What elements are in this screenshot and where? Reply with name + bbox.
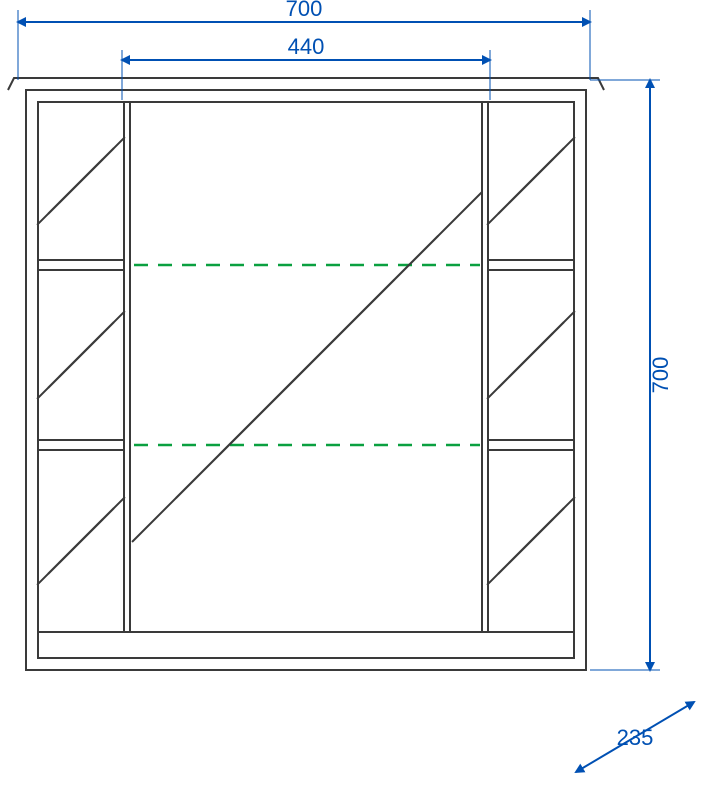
dimension-label: 440: [288, 34, 325, 59]
glass-hatch: [488, 312, 575, 399]
cabinet-inner-frame: [38, 102, 574, 658]
glass-hatch: [488, 138, 575, 225]
glass-hatch: [38, 312, 125, 399]
glass-hatch: [38, 138, 125, 225]
dimension-label: 235: [617, 725, 654, 750]
dimension-label: 700: [648, 357, 673, 394]
top-cornice: [8, 78, 604, 90]
glass-hatch: [488, 498, 575, 585]
cabinet-outer: [26, 90, 586, 670]
glass-hatch: [38, 498, 125, 585]
dimension-label: 700: [286, 0, 323, 21]
glass-hatch: [133, 193, 482, 542]
